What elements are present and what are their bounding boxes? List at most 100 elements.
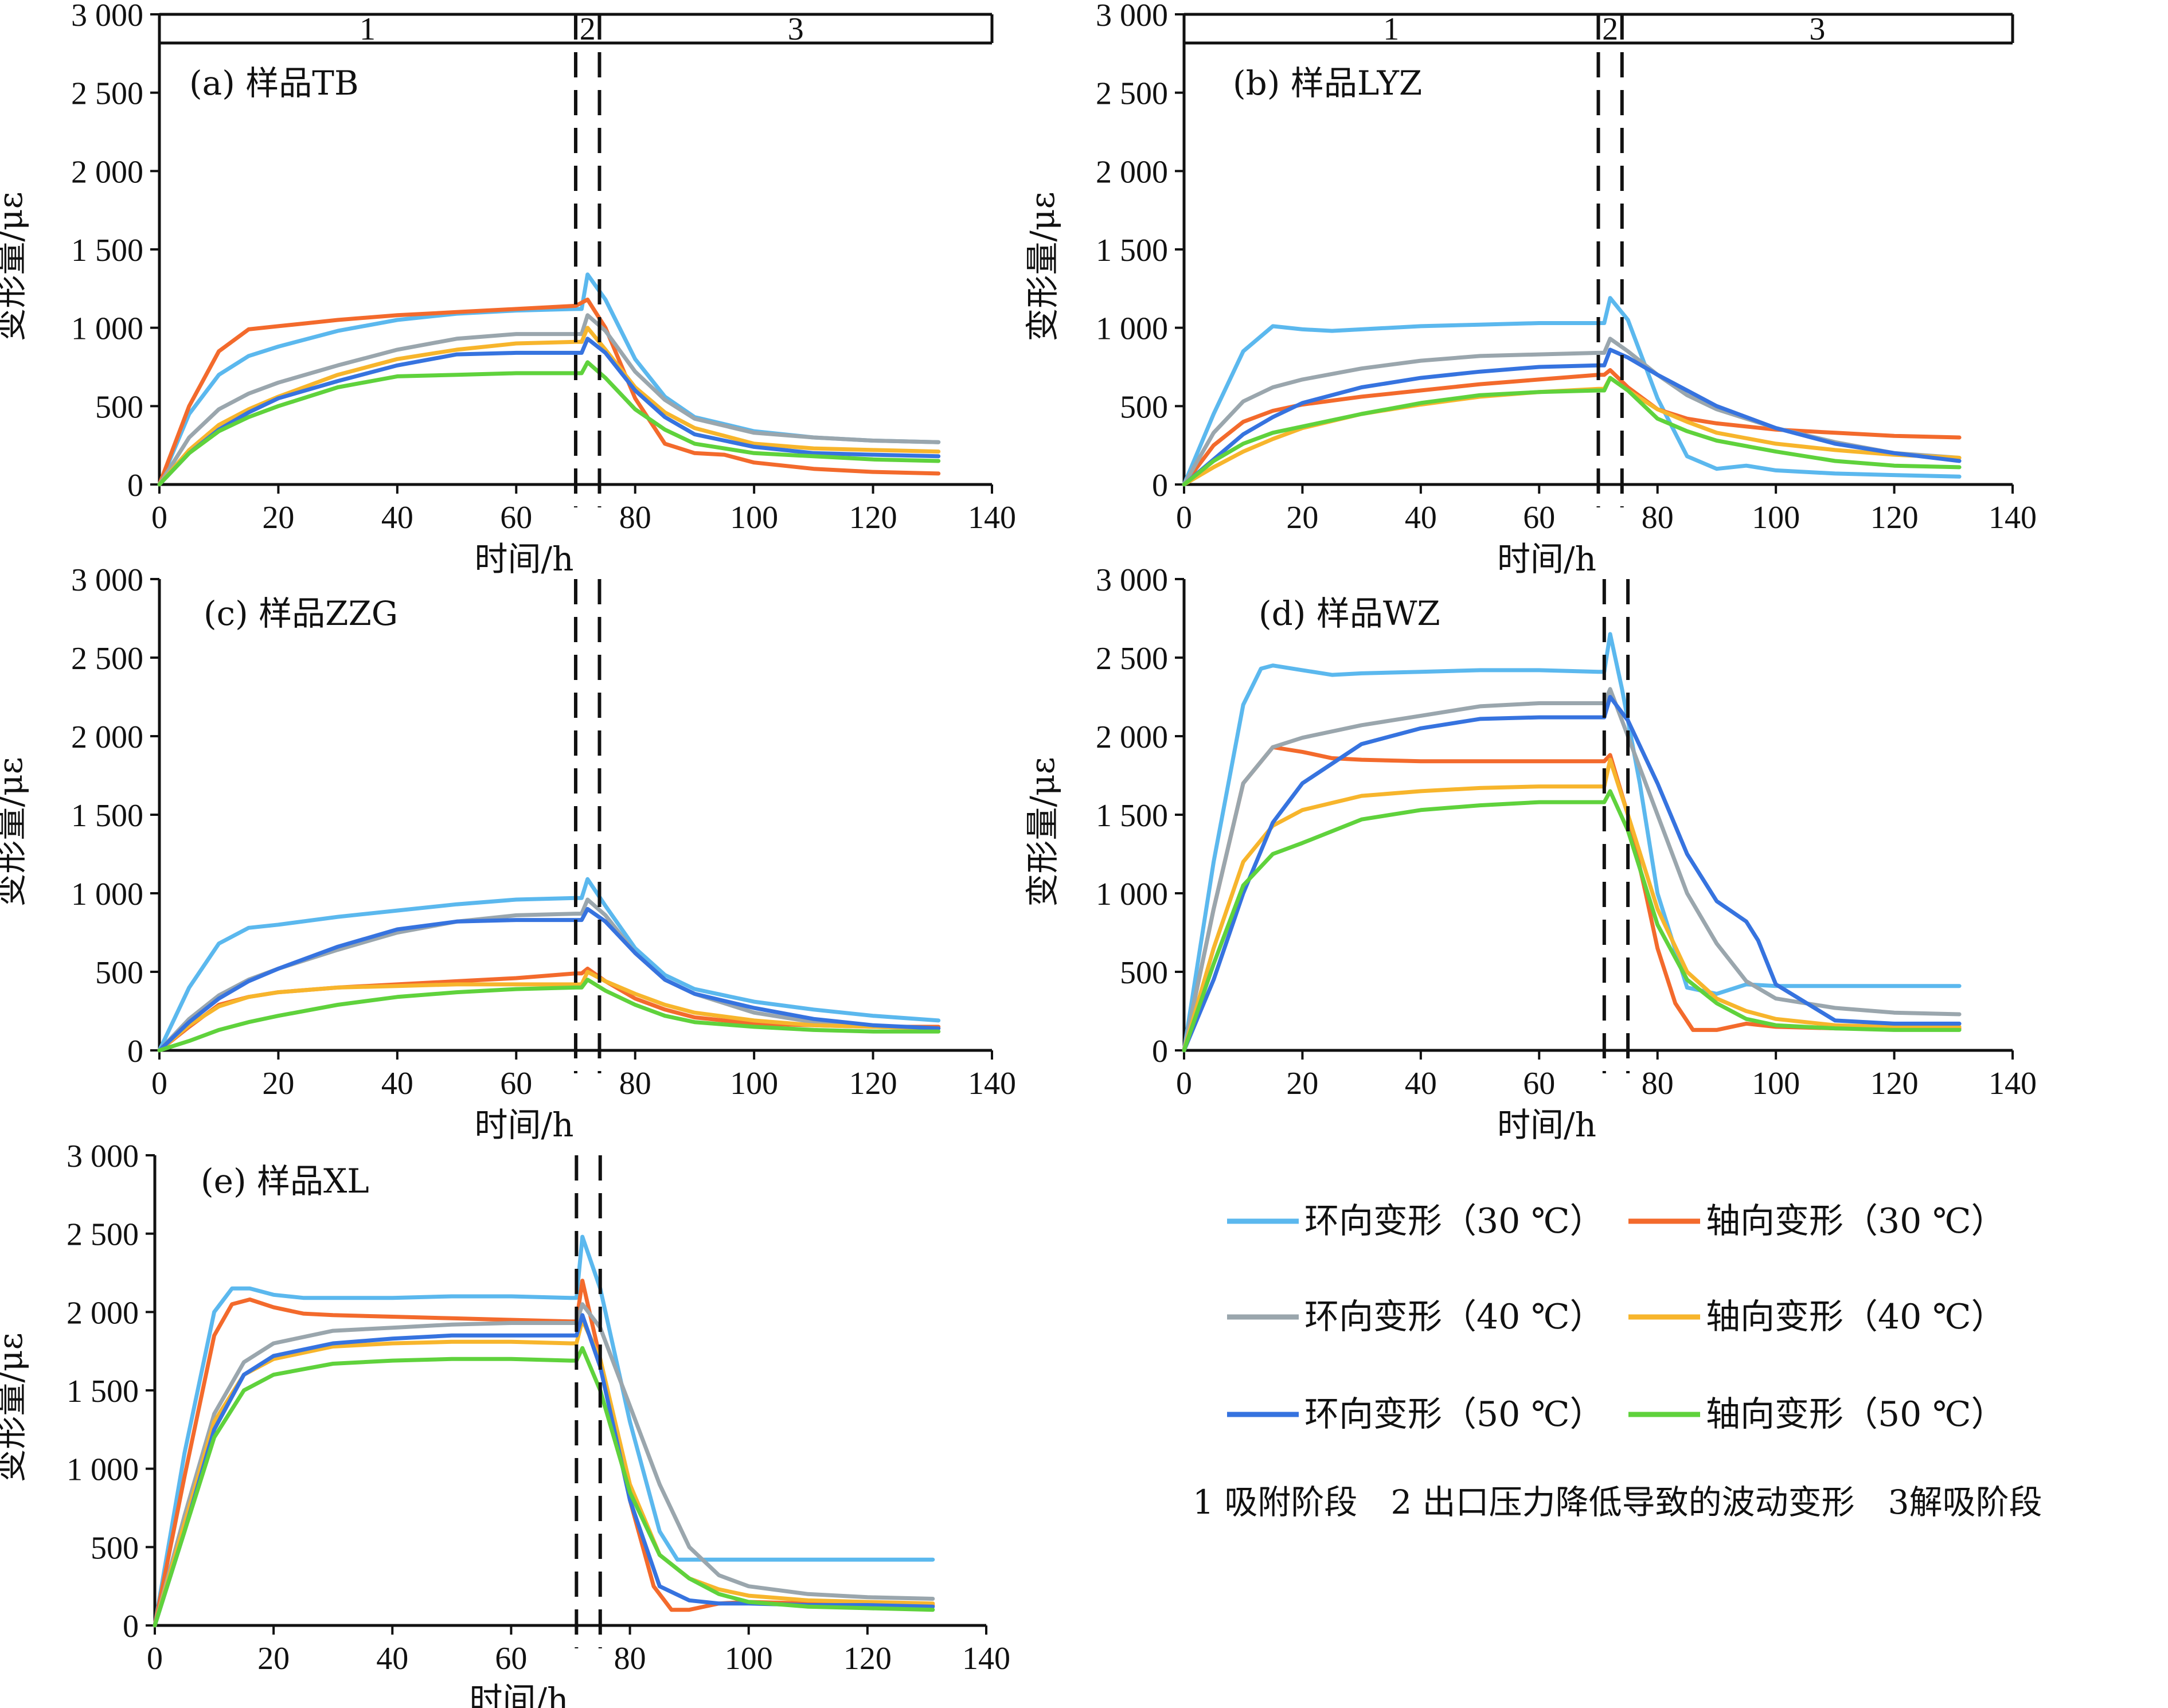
x-axis-label: 时间/h	[475, 1105, 574, 1144]
series-line	[153, 1302, 935, 1628]
y-tick-label: 500	[91, 1530, 139, 1566]
x-axis-label: 时间/h	[1497, 540, 1596, 579]
y-tick-label: 1 000	[71, 877, 143, 912]
x-axis-label: 时间/h	[1497, 1105, 1596, 1144]
legend-label: 轴向变形（40 ℃）	[1706, 1297, 2006, 1337]
x-tick-label: 80	[619, 500, 651, 536]
series-line	[157, 978, 941, 1053]
x-tick-label: 100	[1752, 1066, 1800, 1101]
y-tick-label: 1 000	[1096, 877, 1168, 912]
legend-item: 轴向变形（50 ℃）	[1628, 1394, 2006, 1435]
legend-label: 轴向变形（30 ℃）	[1706, 1201, 2006, 1241]
y-tick-label: 3 000	[67, 1139, 139, 1174]
y-tick-label: 0	[127, 468, 143, 503]
y-tick-label: 1 500	[67, 1374, 139, 1409]
x-tick-label: 100	[1752, 500, 1800, 536]
y-tick-label: 1 500	[71, 233, 143, 268]
series-line	[153, 1313, 935, 1628]
y-tick-label: 3 000	[1096, 0, 1168, 33]
series-line	[1182, 789, 1962, 1053]
y-tick-label: 1 000	[67, 1452, 139, 1488]
y-tick-label: 1 500	[1096, 798, 1168, 834]
series-line	[1182, 687, 1962, 1053]
y-tick-label: 0	[1152, 468, 1168, 503]
stage-label: 2	[1602, 11, 1618, 47]
series-line	[157, 877, 941, 1053]
x-tick-label: 80	[619, 1066, 651, 1101]
series-line	[153, 1234, 935, 1628]
series-line	[157, 906, 941, 1053]
x-tick-label: 0	[147, 1641, 163, 1676]
x-tick-label: 120	[843, 1641, 892, 1676]
x-tick-label: 140	[968, 500, 1016, 536]
x-tick-label: 100	[725, 1641, 773, 1676]
y-tick-label: 500	[95, 955, 143, 991]
x-tick-label: 100	[730, 500, 778, 536]
y-tick-label: 0	[127, 1034, 143, 1069]
series-line	[1182, 695, 1962, 1053]
series-line	[153, 1318, 935, 1628]
x-tick-label: 100	[730, 1066, 778, 1101]
series-line	[1182, 745, 1962, 1053]
y-tick-label: 2 500	[71, 76, 143, 112]
x-tick-label: 0	[1176, 500, 1192, 536]
y-tick-label: 2 500	[1096, 641, 1168, 677]
series-line	[157, 970, 941, 1053]
legend-item: 环向变形（40 ℃）	[1227, 1297, 1604, 1337]
series-line	[157, 298, 941, 487]
series-line	[1182, 296, 1962, 487]
y-tick-label: 500	[1120, 955, 1168, 991]
y-axis-label: 变形量/με	[0, 1332, 30, 1482]
legend: 环向变形（30 ℃） 轴向变形（30 ℃） 环向变形（40 ℃） 轴向变形（40…	[1193, 1201, 2042, 1522]
x-tick-label: 20	[262, 500, 294, 536]
series-line	[157, 326, 941, 487]
y-axis-label: 变形量/με	[0, 757, 30, 906]
x-tick-label: 140	[1989, 1066, 2037, 1101]
y-axis-label: 变形量/με	[1023, 757, 1062, 906]
panel-title: (c) 样品ZZG	[204, 594, 398, 633]
y-tick-label: 500	[95, 389, 143, 425]
x-tick-label: 140	[962, 1641, 1010, 1676]
stage-label: 1	[1383, 11, 1399, 47]
chart-panel: 0 20 40 60 80 100 120 140 0 500 1 000 1 500 2 000 2 5…	[0, 562, 1016, 1144]
series-line	[153, 1346, 935, 1628]
legend-label: 环向变形（50 ℃）	[1304, 1394, 1604, 1435]
series-line	[1182, 347, 1962, 487]
y-tick-label: 1 000	[71, 311, 143, 347]
series-line	[157, 360, 941, 487]
x-tick-label: 120	[1870, 1066, 1919, 1101]
x-tick-label: 40	[381, 500, 413, 536]
panel-title: (a) 样品TB	[189, 64, 359, 103]
legend-label: 环向变形（40 ℃）	[1304, 1297, 1604, 1337]
stage-note: 1 吸附阶段 2 出口压力降低导致的波动变形 3解吸阶段	[1193, 1483, 2042, 1522]
series-line	[1182, 376, 1962, 487]
stage-label: 3	[1809, 11, 1825, 47]
x-tick-label: 60	[1523, 1066, 1555, 1101]
y-tick-label: 0	[1152, 1034, 1168, 1069]
legend-item: 轴向变形（30 ℃）	[1628, 1201, 2006, 1241]
x-tick-label: 60	[500, 500, 532, 536]
x-tick-label: 60	[500, 1066, 532, 1101]
legend-label: 环向变形（30 ℃）	[1304, 1201, 1604, 1241]
stage-label: 2	[580, 11, 596, 47]
x-tick-label: 80	[1642, 1066, 1674, 1101]
x-tick-label: 20	[1286, 1066, 1318, 1101]
series-line	[1182, 368, 1962, 487]
x-tick-label: 140	[968, 1066, 1016, 1101]
series-line	[157, 337, 941, 487]
panel-title: (d) 样品WZ	[1259, 594, 1440, 633]
panel-title: (e) 样品XL	[201, 1162, 369, 1201]
x-tick-label: 20	[257, 1641, 290, 1676]
stage-label: 1	[360, 11, 376, 47]
y-axis-label: 变形量/με	[0, 191, 30, 341]
y-tick-label: 500	[1120, 389, 1168, 425]
y-tick-label: 2 000	[1096, 154, 1168, 190]
y-tick-label: 1 500	[71, 798, 143, 834]
y-axis-label: 变形量/με	[1023, 191, 1062, 341]
y-tick-label: 2 000	[71, 154, 143, 190]
panel-title: (b) 样品LYZ	[1233, 64, 1422, 103]
x-tick-label: 120	[849, 500, 897, 536]
stage-label: 3	[788, 11, 804, 47]
x-tick-label: 140	[1989, 500, 2037, 536]
y-tick-label: 2 000	[71, 720, 143, 755]
